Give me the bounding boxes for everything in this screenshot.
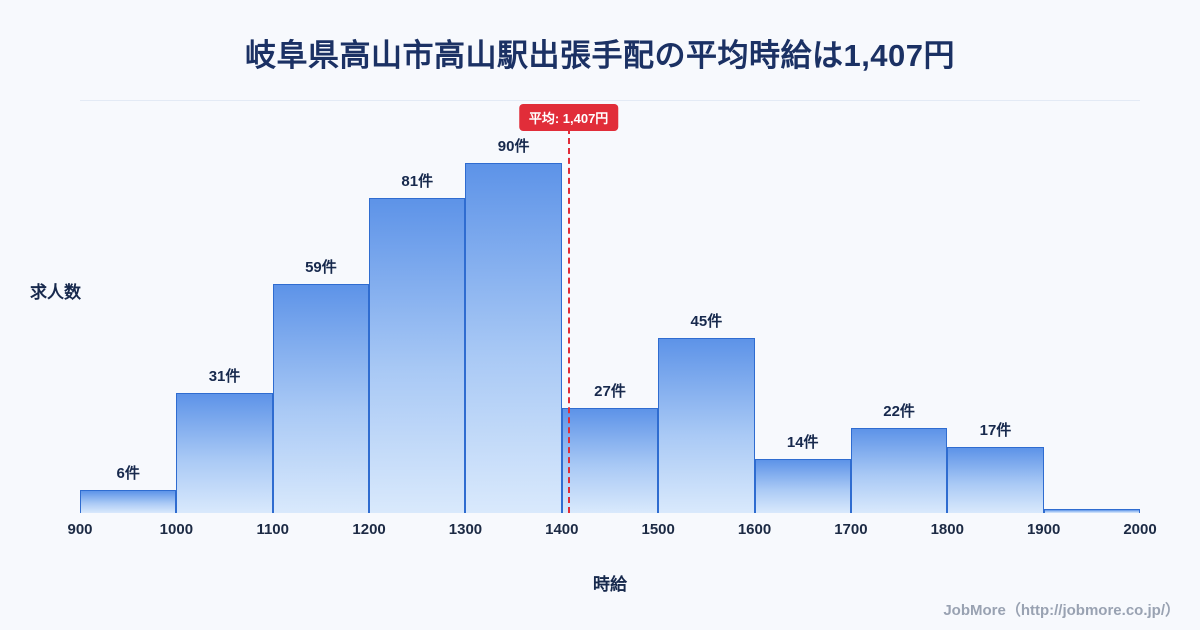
bar-value-label: 90件 <box>497 138 530 156</box>
x-tick-label: 1400 <box>545 521 579 538</box>
bar <box>561 408 659 513</box>
x-tick-label: 900 <box>67 521 93 538</box>
bar-value-label: 27件 <box>594 383 626 401</box>
bar-value-label: 14件 <box>786 433 819 451</box>
x-tick-label: 1300 <box>448 521 483 538</box>
bar-value-label: 6件 <box>116 464 140 482</box>
bar <box>176 392 273 513</box>
x-tick-label: 1100 <box>256 521 289 538</box>
bar <box>850 427 948 513</box>
bar-value-label: 45件 <box>690 313 723 331</box>
bar-value-label: 22件 <box>883 402 915 420</box>
y-axis-label: 求人数 <box>30 283 81 302</box>
x-tick-label: 2000 <box>1123 521 1157 538</box>
bar <box>1043 509 1140 513</box>
bar <box>754 458 851 513</box>
x-axis-label: 時給 <box>593 575 627 594</box>
bar <box>80 489 177 513</box>
chart-title: 岐阜県高山市高山駅出張手配の平均時給は1,407円 <box>244 38 956 73</box>
x-tick-label: 1200 <box>352 521 386 538</box>
average-line <box>567 128 570 513</box>
footer-credit: JobMore（http://jobmore.co.jp/） <box>943 602 1180 619</box>
average-badge: 平均: 1,407円 <box>518 104 619 131</box>
bar <box>369 198 466 513</box>
x-tick-label: 1900 <box>1026 521 1061 538</box>
bar-value-label: 17件 <box>979 421 1012 439</box>
bar <box>272 283 370 513</box>
x-tick-label: 1000 <box>159 521 194 538</box>
bar-value-label: 81件 <box>401 173 434 191</box>
plot-area: 平均: 1,407円 6件 31件 59件 81件 90件 27件 45件 14件 22件 17件… <box>67 100 1157 538</box>
x-tick-label: 1500 <box>641 521 675 538</box>
bar <box>947 446 1044 513</box>
bar-value-label: 59件 <box>305 258 337 276</box>
x-tick-label: 1600 <box>737 521 772 538</box>
bar-value-label: 31件 <box>208 367 241 385</box>
bar <box>658 338 755 513</box>
bar <box>465 163 562 513</box>
x-tick-label: 1700 <box>834 521 868 538</box>
x-tick-label: 1800 <box>930 521 964 538</box>
